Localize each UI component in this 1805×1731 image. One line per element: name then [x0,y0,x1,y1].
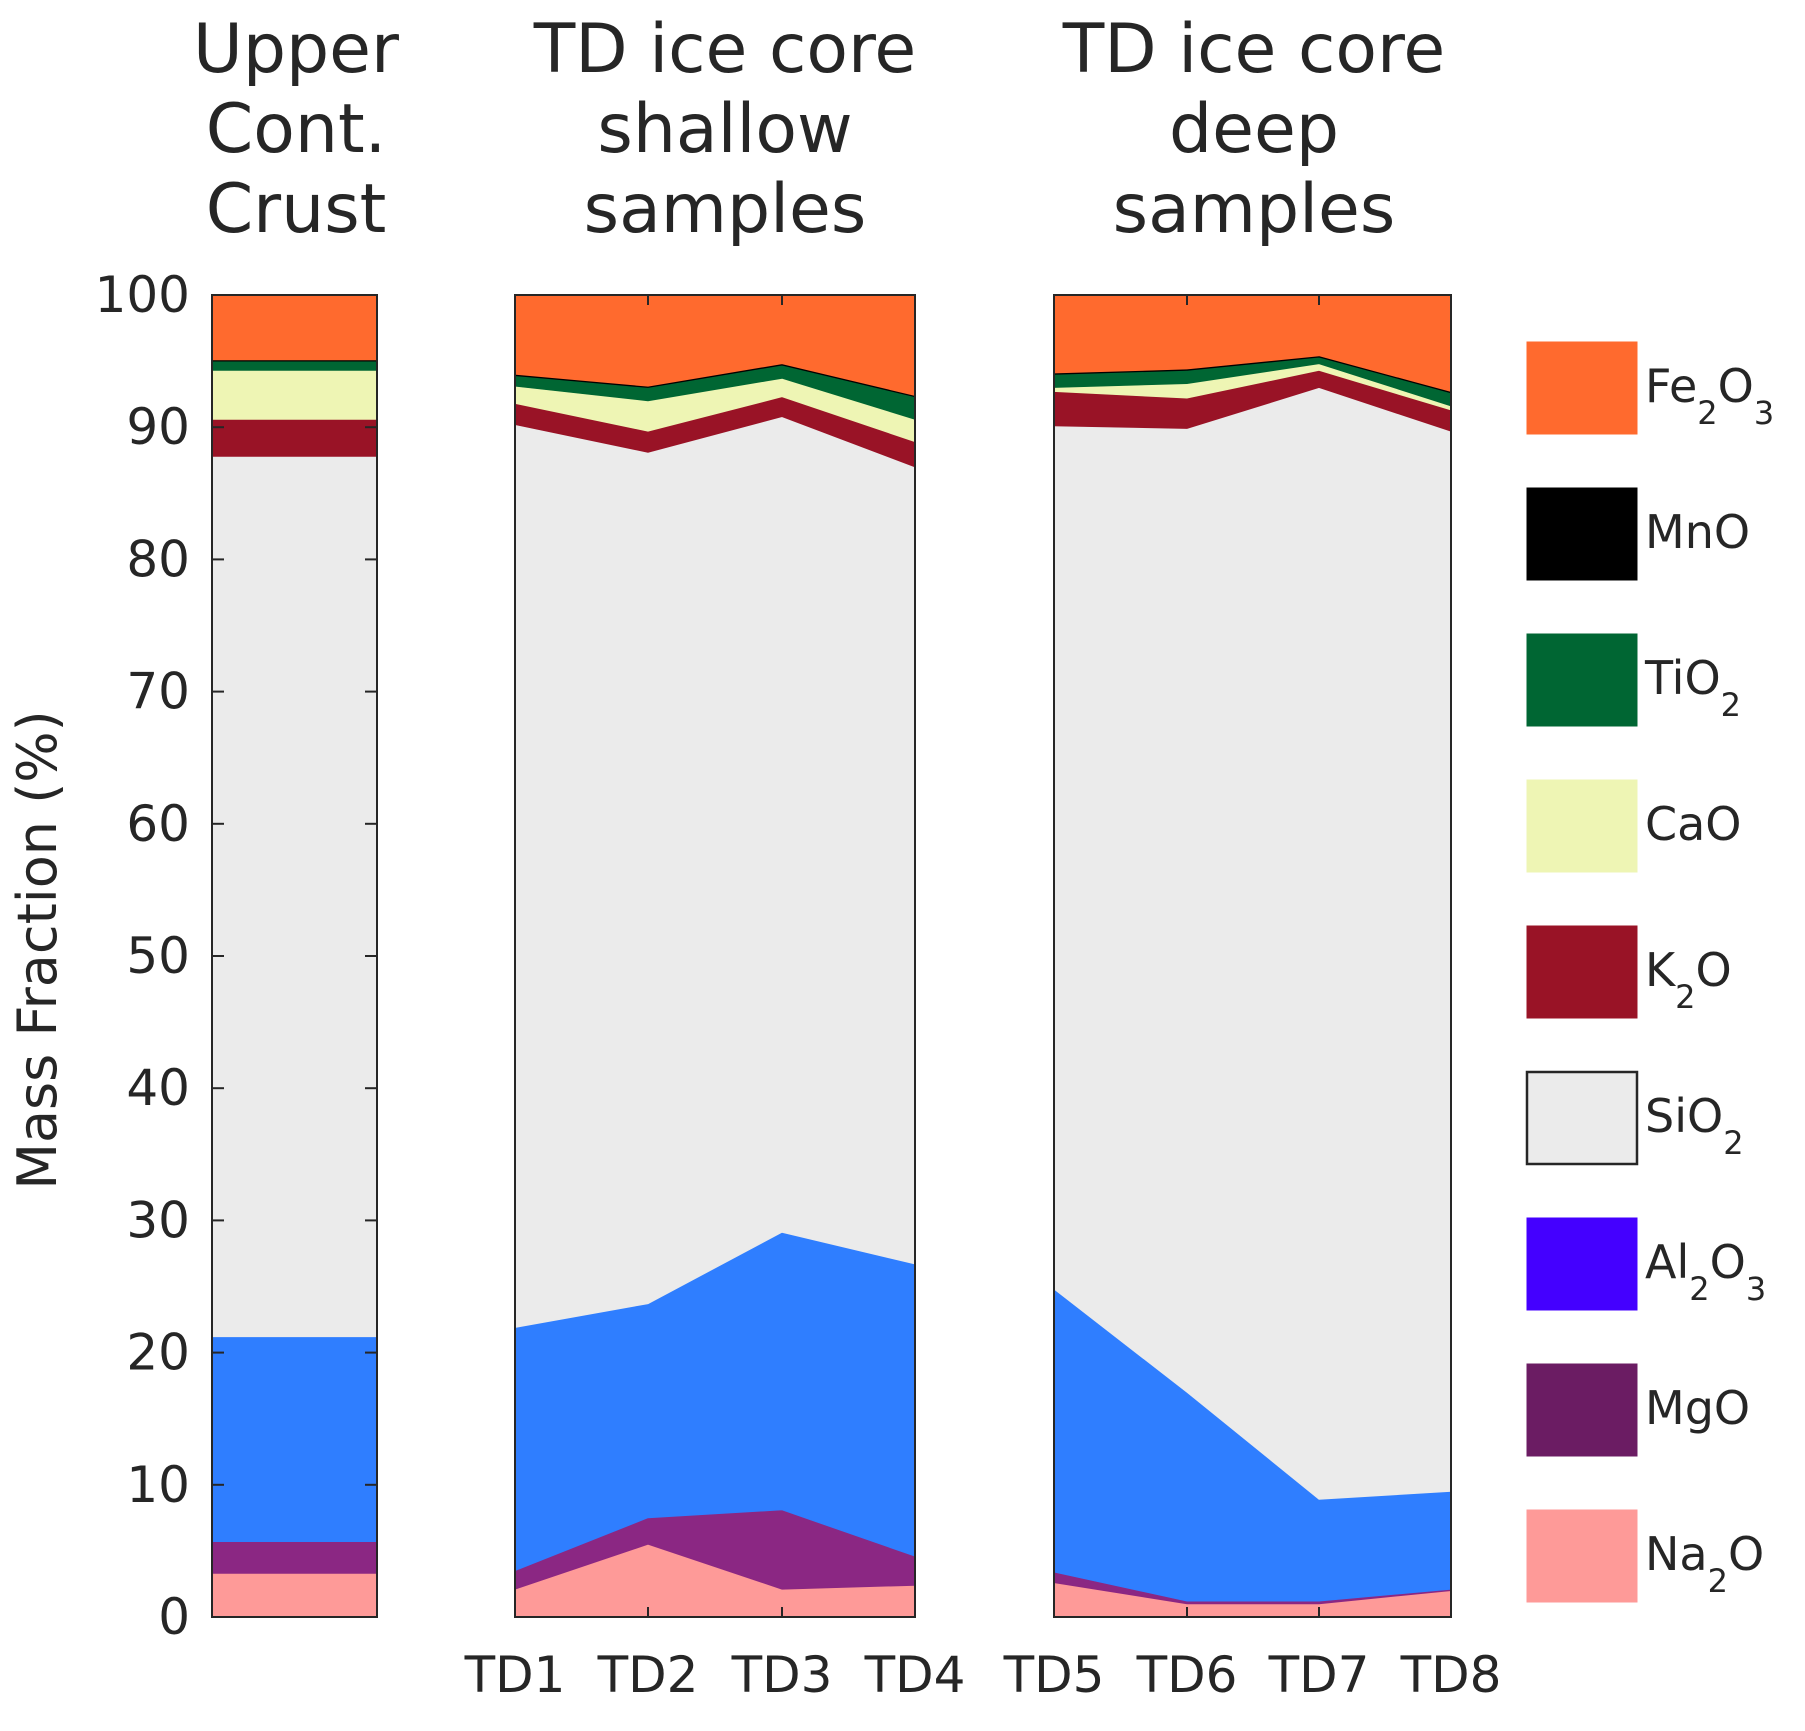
legend-item-cao: CaO [1526,779,1742,873]
y-tick-label: 10 [126,1456,190,1514]
y-tick-label: 50 [126,927,190,985]
x-tick-label: TD6 [1136,1646,1238,1704]
legend-label: SiO2 [1645,1089,1744,1162]
area-k2o [211,418,378,457]
area-na2o [211,1573,378,1618]
x-tick-label: TD5 [1003,1646,1105,1704]
legend-item-mno: MnO [1526,487,1750,581]
legend-item-na2o: Na2O [1526,1509,1764,1603]
area-sio2 [514,416,916,1328]
panel-title-line: TD ice core [1062,10,1446,89]
legend-label: MnO [1645,505,1750,559]
legend-item-sio2: SiO2 [1525,1070,1744,1166]
area-tio2 [211,360,378,371]
x-tick-label: TD3 [731,1646,833,1704]
y-tick-label: 30 [126,1191,190,1249]
legend-swatch [1526,341,1638,435]
panel-title-line: Cont. [206,90,386,169]
legend-label: TiO2 [1644,651,1741,724]
panel-frame [1053,294,1452,1618]
x-tick-label: TD4 [864,1646,966,1704]
legend-swatch [1526,487,1638,581]
x-tick-label: TD1 [464,1646,566,1704]
y-tick-label: 60 [126,795,190,853]
legend-label: Na2O [1645,1527,1764,1600]
area-sio2 [1053,387,1452,1500]
y-tick-label: 80 [126,530,190,588]
y-tick-label: 0 [158,1588,190,1646]
legend-label: Al2O3 [1645,1235,1766,1308]
panel-title-line: deep [1169,90,1339,169]
y-axis-label: Mass Fraction (%) [6,710,69,1189]
legend-item-al2o3: Al2O3 [1526,1217,1766,1311]
x-tick-label: TD2 [597,1646,699,1704]
legend-swatch [1525,1070,1639,1166]
panel-title-line: Crust [206,170,387,249]
area-al2o3 [211,1336,378,1542]
x-tick-label: TD7 [1268,1646,1370,1704]
legend-item-tio2: TiO2 [1526,633,1741,727]
panel-title-line: samples [1113,170,1396,249]
y-tick-label: 20 [126,1324,190,1382]
legend-label: K2O [1645,943,1732,1016]
legend-swatch [1526,1363,1638,1457]
x-tick-label: TD8 [1400,1646,1502,1704]
legend-swatch [1526,1509,1638,1603]
panel-title-line: samples [584,170,867,249]
legend-swatch [1526,633,1638,727]
legend-swatch [1526,925,1638,1019]
y-tick-label: 90 [126,398,190,456]
y-axis: 0 10 20 30 40 50 60 70 80 90 100 [95,266,377,1646]
legend: Fe2O3 MnO TiO2 CaO K2O SiO2 Al2O3 MgO Na2O [1525,341,1774,1603]
panel-frame [514,294,916,1618]
y-tick-label: 70 [126,663,190,721]
legend-swatch [1526,1217,1638,1311]
legend-label: Fe2O3 [1645,359,1774,432]
legend-item-mgo: MgO [1526,1363,1750,1457]
area-mgo [211,1541,378,1574]
legend-label: CaO [1645,797,1742,851]
legend-swatch [1526,779,1638,873]
legend-item-k2o: K2O [1526,925,1732,1019]
y-tick-label: 100 [95,266,190,324]
panel-title-line: Upper [193,10,399,89]
area-cao [211,369,378,420]
area-sio2 [211,455,378,1338]
legend-item-fe2o3: Fe2O3 [1526,341,1774,435]
panel-title-line: TD ice core [533,10,917,89]
y-tick-label: 40 [126,1059,190,1117]
panel-title-line: shallow [597,90,852,169]
area-fe2o3 [211,294,378,361]
legend-label: MgO [1645,1381,1750,1435]
